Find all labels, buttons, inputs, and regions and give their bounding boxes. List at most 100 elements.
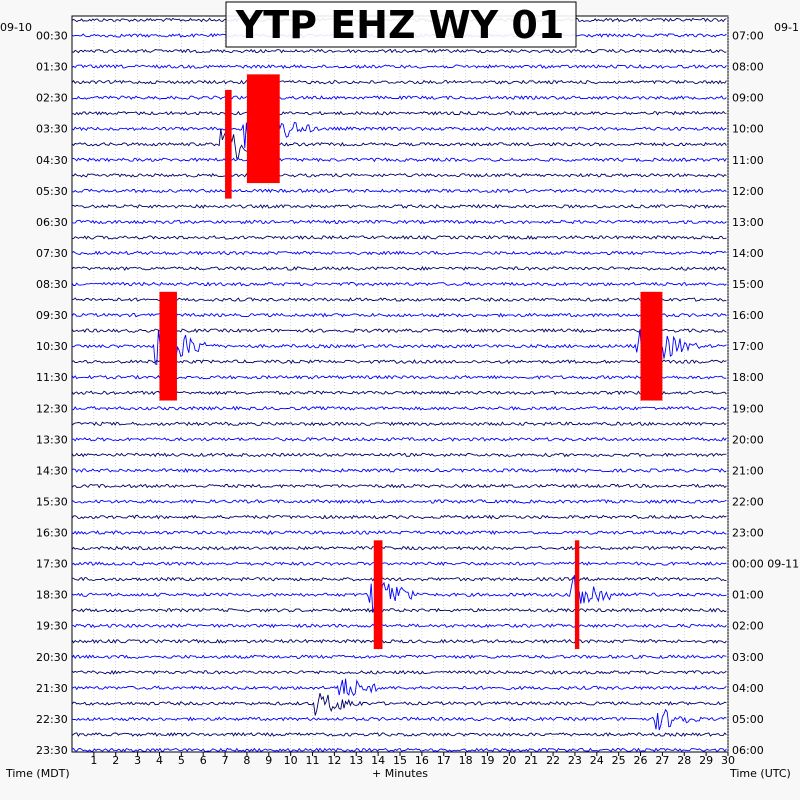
seismic-trace bbox=[71, 623, 727, 629]
title-box bbox=[225, 1, 577, 48]
left-hour-label: 06:30 bbox=[36, 216, 68, 229]
clipped-signal-marks bbox=[159, 74, 663, 650]
left-hour-label: 23:30 bbox=[36, 744, 68, 757]
seismic-trace bbox=[71, 110, 727, 116]
seismic-trace bbox=[71, 359, 727, 365]
right-hour-label: 22:00 bbox=[732, 495, 764, 508]
seismic-trace bbox=[71, 437, 727, 442]
x-tick-label: 10 bbox=[284, 754, 298, 767]
right-hour-label: 00:00 09-11 bbox=[732, 558, 799, 571]
seismic-trace bbox=[71, 281, 727, 287]
seismic-trace bbox=[71, 452, 727, 458]
seismic-trace bbox=[71, 638, 727, 644]
right-hour-label: 16:00 bbox=[732, 309, 764, 322]
seismic-trace bbox=[71, 390, 727, 396]
left-hour-label: 10:30 bbox=[36, 340, 68, 353]
left-hour-label: 14:30 bbox=[36, 464, 68, 477]
seismic-trace bbox=[71, 312, 727, 318]
left-hour-label: 03:30 bbox=[36, 123, 68, 136]
x-tick-label: 8 bbox=[243, 754, 250, 767]
right-hour-label: 02:00 bbox=[732, 620, 764, 633]
right-hour-label: 17:00 bbox=[732, 340, 764, 353]
seismic-trace bbox=[71, 747, 727, 753]
right-hour-label: 10:00 bbox=[732, 123, 764, 136]
x-tick-label: 6 bbox=[200, 754, 207, 767]
plot-area bbox=[71, 15, 729, 753]
clipped-event-mark bbox=[373, 540, 383, 650]
left-hour-label: 19:30 bbox=[36, 620, 68, 633]
x-tick-label: 7 bbox=[222, 754, 229, 767]
x-tick-label: 24 bbox=[590, 754, 604, 767]
right-hour-label: 01:00 bbox=[732, 589, 764, 602]
x-tick-label: 23 bbox=[568, 754, 582, 767]
seismic-trace bbox=[71, 467, 727, 473]
right-date-label: 09-1 bbox=[774, 21, 799, 34]
left-hour-label: 00:30 bbox=[36, 30, 68, 43]
x-tick-label: 2 bbox=[112, 754, 119, 767]
left-hour-label: 13:30 bbox=[36, 433, 68, 446]
x-tick-label: 22 bbox=[546, 754, 560, 767]
x-tick-label: 29 bbox=[699, 754, 713, 767]
left-hour-label: 08:30 bbox=[36, 278, 68, 291]
right-hour-label: 18:00 bbox=[732, 371, 764, 384]
right-hour-label: 07:00 bbox=[732, 30, 764, 43]
seismic-trace bbox=[71, 530, 727, 536]
seismic-trace bbox=[71, 607, 727, 613]
x-tick-label: 12 bbox=[327, 754, 341, 767]
seismic-trace bbox=[71, 328, 727, 334]
seismic-trace bbox=[71, 297, 727, 302]
x-tick-label: 20 bbox=[502, 754, 516, 767]
seismic-trace bbox=[71, 172, 727, 178]
right-time-axis: 07:00 08:00 09:00 10:00 11:00 12:00 13:00 14:00… bbox=[732, 30, 799, 757]
seismic-trace bbox=[71, 561, 727, 567]
x-tick-label: 9 bbox=[265, 754, 272, 767]
x-tick-label: 25 bbox=[612, 754, 626, 767]
x-tick-label: 21 bbox=[524, 754, 538, 767]
seismic-trace bbox=[71, 219, 727, 225]
right-axis-label: Time (UTC) bbox=[729, 767, 791, 780]
x-tick-label: 4 bbox=[156, 754, 163, 767]
seismic-trace bbox=[71, 203, 727, 209]
clipped-event-mark bbox=[574, 540, 580, 650]
seismic-trace bbox=[71, 64, 727, 70]
left-hour-label: 12:30 bbox=[36, 402, 68, 415]
x-tick-label: 30 bbox=[721, 754, 735, 767]
x-axis-label: + Minutes bbox=[372, 767, 428, 780]
seismic-trace bbox=[71, 114, 727, 149]
seismic-trace bbox=[71, 235, 727, 240]
left-hour-label: 20:30 bbox=[36, 651, 68, 664]
seismic-trace bbox=[71, 732, 727, 737]
left-hour-label: 21:30 bbox=[36, 682, 68, 695]
left-hour-label: 17:30 bbox=[36, 558, 68, 571]
left-hour-label: 04:30 bbox=[36, 154, 68, 167]
seismic-trace bbox=[71, 654, 727, 660]
x-tick-label: 15 bbox=[393, 754, 407, 767]
seismic-trace bbox=[71, 405, 727, 411]
right-hour-label: 09:00 bbox=[732, 92, 764, 105]
right-hour-label: 21:00 bbox=[732, 464, 764, 477]
left-hour-label: 18:30 bbox=[36, 589, 68, 602]
seismic-trace bbox=[71, 514, 727, 520]
seismic-trace bbox=[71, 483, 727, 489]
x-tick-label: 26 bbox=[634, 754, 648, 767]
right-hour-label: 03:00 bbox=[732, 651, 764, 664]
right-hour-label: 12:00 bbox=[732, 185, 764, 198]
seismic-trace bbox=[71, 329, 727, 366]
seismic-trace bbox=[71, 421, 727, 427]
seismic-trace bbox=[71, 157, 727, 163]
left-hour-label: 07:30 bbox=[36, 247, 68, 260]
clipped-event-mark bbox=[640, 291, 663, 401]
left-hour-label: 11:30 bbox=[36, 371, 68, 384]
seismic-trace bbox=[71, 250, 727, 256]
x-tick-label: 18 bbox=[459, 754, 473, 767]
x-tick-label: 28 bbox=[677, 754, 691, 767]
seismic-trace bbox=[71, 575, 727, 613]
seismic-trace bbox=[71, 266, 727, 271]
seismic-trace bbox=[71, 79, 727, 85]
chart-title: YTP EHZ WY 01 bbox=[235, 3, 565, 47]
right-hour-label: 06:00 bbox=[732, 744, 764, 757]
right-hour-label: 05:00 bbox=[732, 713, 764, 726]
right-hour-label: 11:00 bbox=[732, 154, 764, 167]
x-tick-label: 11 bbox=[306, 754, 320, 767]
x-tick-label: 5 bbox=[178, 754, 185, 767]
